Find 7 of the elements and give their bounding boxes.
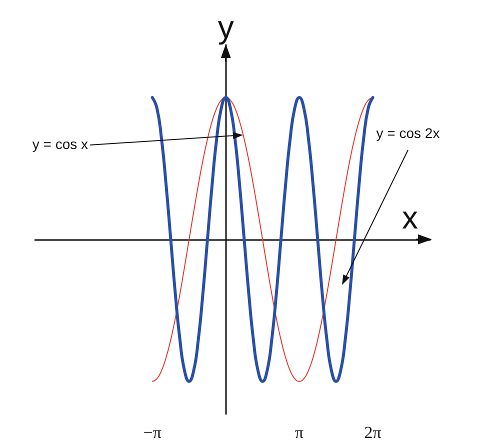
y-axis-title: y — [218, 9, 234, 45]
annotation: y = cos 2x — [376, 125, 440, 141]
x-tick-label: 2π — [364, 423, 382, 441]
x-tick-label: π — [295, 423, 304, 441]
x-axis-title: x — [402, 199, 418, 236]
annotation: y = cos x — [32, 136, 88, 152]
x-tick-label: −π — [143, 423, 162, 441]
